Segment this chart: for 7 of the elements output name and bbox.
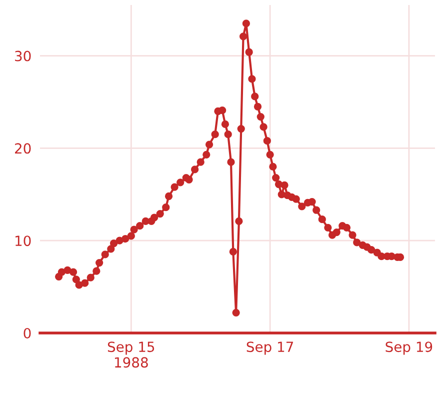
y-tick-label: 10 (16, 236, 31, 246)
x-tick-label: Sep 19 (386, 342, 432, 355)
y-tick-label: 30 (15, 50, 31, 62)
x-tick-label: Sep 17 (246, 342, 293, 355)
x-tick-label: Sep 15 1988 (108, 342, 154, 368)
y-tick-label: 0 (24, 328, 31, 338)
y-tick-label: 20 (15, 143, 31, 154)
